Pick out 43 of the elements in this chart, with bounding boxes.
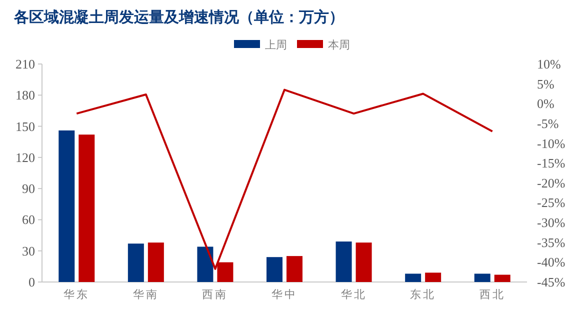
bar bbox=[494, 274, 510, 282]
x-tick-label: 西北 bbox=[479, 288, 506, 301]
y-tick-label: 30 bbox=[22, 243, 35, 258]
y-tick-label: 0 bbox=[28, 274, 35, 290]
x-tick-label: 华中 bbox=[272, 288, 298, 301]
bar bbox=[128, 244, 144, 282]
bar bbox=[286, 256, 302, 282]
y2-tick-label: 5% bbox=[537, 76, 554, 92]
y2-tick-label: -5% bbox=[537, 116, 559, 131]
bar bbox=[425, 272, 442, 282]
bar bbox=[266, 257, 282, 282]
bar bbox=[148, 242, 164, 282]
x-tick-label: 西南 bbox=[202, 288, 228, 301]
y2-tick-label: -35% bbox=[537, 234, 566, 250]
y2-tick-label: -40% bbox=[537, 254, 566, 270]
y2-tick-label: 10% bbox=[537, 56, 561, 72]
legend-label: 本周 bbox=[328, 38, 350, 52]
y-tick-label: 60 bbox=[22, 212, 35, 228]
legend-label: 上周 bbox=[265, 38, 287, 52]
y2-tick-label: -25% bbox=[537, 195, 566, 210]
y2-tick-label: -30% bbox=[537, 215, 566, 230]
x-tick-label: 华南 bbox=[132, 288, 159, 301]
y-tick-label: 210 bbox=[16, 56, 35, 72]
x-tick-label: 东北 bbox=[410, 288, 436, 301]
y2-tick-label: -10% bbox=[537, 136, 566, 151]
y-tick-label: 150 bbox=[16, 118, 35, 134]
chart-title: 各区域混凝土周发运量及增速情况（单位：万方） bbox=[13, 8, 344, 26]
y-tick-label: 120 bbox=[16, 150, 35, 165]
bar bbox=[58, 130, 75, 282]
x-tick-label: 华北 bbox=[340, 288, 367, 301]
y2-tick-label: -15% bbox=[537, 156, 566, 171]
bar bbox=[474, 274, 490, 282]
y2-tick-label: 0% bbox=[537, 96, 554, 112]
y-tick-label: 180 bbox=[16, 88, 35, 103]
bar bbox=[78, 134, 95, 282]
y2-tick-label: -20% bbox=[537, 175, 566, 190]
bar bbox=[405, 274, 422, 282]
y-tick-label: 90 bbox=[22, 181, 35, 196]
bar bbox=[197, 246, 214, 282]
y2-tick-label: -45% bbox=[537, 274, 566, 290]
bar bbox=[356, 242, 372, 282]
x-tick-label: 华东 bbox=[64, 288, 90, 301]
bar bbox=[336, 242, 352, 282]
